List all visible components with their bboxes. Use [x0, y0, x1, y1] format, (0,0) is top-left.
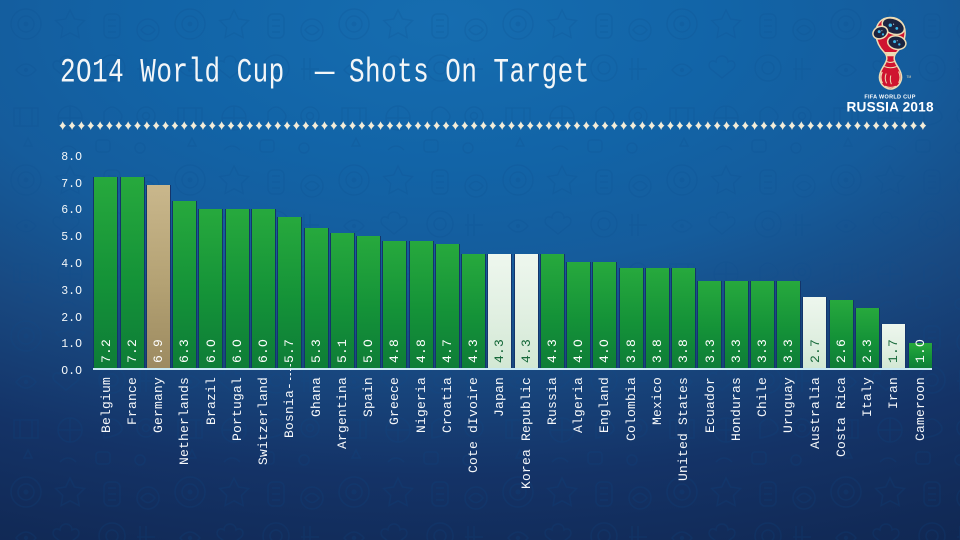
- svg-text:FIFA WORLD CUP: FIFA WORLD CUP: [864, 95, 915, 101]
- svg-text:TM: TM: [907, 75, 912, 79]
- svg-text:RUSSIA 2018: RUSSIA 2018: [847, 100, 934, 115]
